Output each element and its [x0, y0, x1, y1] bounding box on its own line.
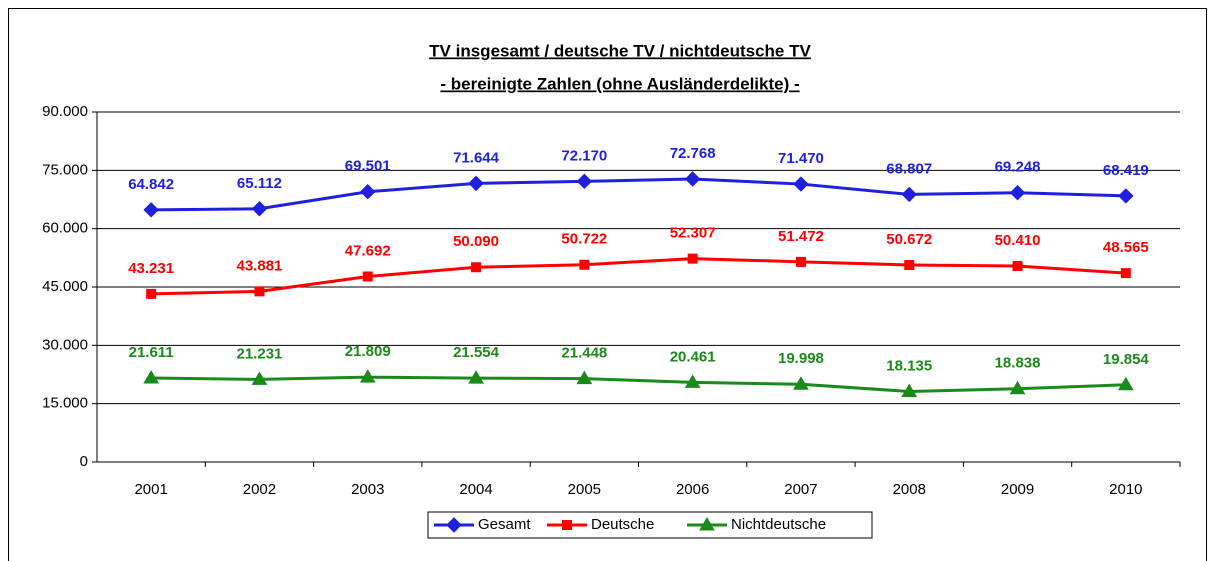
y-tick-label: 30.000 — [42, 336, 88, 353]
marker — [579, 259, 590, 270]
x-tick-label: 2001 — [134, 481, 167, 498]
data-label: 47.692 — [345, 242, 391, 259]
series-line — [151, 177, 1126, 212]
data-label: 68.419 — [1103, 162, 1149, 179]
marker — [793, 376, 809, 390]
data-label: 50.722 — [561, 231, 607, 248]
marker — [795, 256, 806, 267]
marker — [1117, 376, 1134, 391]
y-tick-label: 0 — [80, 453, 88, 470]
marker — [360, 184, 376, 200]
marker — [1012, 260, 1023, 271]
data-label: 21.611 — [129, 344, 174, 361]
marker — [146, 288, 157, 299]
data-label: 50.672 — [886, 231, 932, 248]
marker — [251, 371, 268, 385]
data-label: 21.448 — [561, 345, 607, 362]
x-tick-label: 2008 — [893, 481, 926, 498]
y-tick-label: 15.000 — [42, 395, 88, 412]
marker — [576, 173, 593, 190]
marker — [684, 171, 701, 187]
y-tick-label: 45.000 — [42, 278, 88, 295]
legend-label: Gesamt — [478, 516, 531, 533]
data-label: 69.501 — [345, 158, 391, 175]
marker — [1120, 268, 1131, 279]
data-label: 43.881 — [237, 257, 283, 274]
data-label: 72.170 — [561, 147, 607, 164]
marker — [468, 175, 484, 192]
marker — [1009, 380, 1026, 395]
marker — [251, 201, 268, 217]
data-label: 21.231 — [237, 345, 283, 362]
data-label: 72.768 — [670, 145, 716, 162]
x-tick-label: 2009 — [1001, 481, 1034, 498]
marker — [576, 370, 593, 385]
data-label: 19.998 — [778, 350, 824, 367]
marker — [562, 520, 572, 530]
data-label: 65.112 — [237, 175, 282, 192]
chart-subtitle: - bereinigte Zahlen (ohne Ausländerdelik… — [440, 74, 799, 93]
marker — [362, 271, 373, 282]
data-label: 20.461 — [670, 348, 716, 365]
y-tick-label: 90.000 — [42, 103, 88, 120]
legend: Gesamt Deutsche Nichtdeutsche — [427, 511, 873, 539]
marker — [143, 369, 160, 384]
data-label: 18.135 — [886, 357, 932, 374]
data-label: 69.248 — [995, 159, 1041, 176]
data-label: 50.410 — [995, 232, 1041, 249]
marker — [143, 202, 159, 218]
x-tick-label: 2007 — [784, 481, 817, 498]
data-label: 21.809 — [345, 343, 391, 360]
marker — [1009, 184, 1026, 201]
data-label: 52.307 — [670, 225, 716, 242]
x-tick-label: 2003 — [351, 481, 384, 498]
marker — [904, 259, 915, 270]
x-tick-label: 2006 — [676, 481, 709, 498]
marker — [468, 370, 484, 384]
marker — [699, 517, 715, 531]
data-label: 43.231 — [128, 260, 174, 277]
marker — [901, 186, 917, 203]
chart-border — [8, 8, 1207, 561]
data-label: 51.472 — [778, 228, 824, 245]
marker — [446, 517, 462, 533]
data-label: 50.090 — [453, 233, 499, 250]
data-label: 64.842 — [128, 176, 174, 193]
series-line — [151, 257, 1126, 296]
data-label: 19.854 — [1103, 351, 1150, 368]
y-tick-label: 75.000 — [42, 161, 88, 178]
marker — [687, 253, 698, 264]
chart-title: TV insgesamt / deutsche TV / nichtdeutsc… — [429, 41, 811, 60]
data-label: 21.554 — [453, 344, 500, 361]
marker — [901, 383, 918, 397]
x-tick-label: 2004 — [459, 481, 492, 498]
marker — [793, 176, 809, 192]
x-tick-label: 2005 — [568, 481, 601, 498]
data-label: 71.644 — [453, 149, 500, 166]
marker — [684, 374, 701, 388]
legend-label: Nichtdeutsche — [731, 516, 826, 533]
marker — [254, 286, 265, 297]
x-tick-label: 2010 — [1109, 481, 1142, 498]
data-label: 18.838 — [995, 355, 1041, 372]
legend-box — [427, 511, 873, 539]
x-tick-label: 2002 — [243, 481, 276, 498]
legend-label: Deutsche — [591, 516, 654, 533]
data-label: 68.807 — [886, 160, 932, 177]
marker — [471, 262, 482, 273]
marker — [1118, 188, 1134, 204]
data-label: 48.565 — [1103, 239, 1149, 256]
data-label: 71.470 — [778, 150, 824, 167]
series-line — [151, 375, 1126, 393]
marker — [359, 369, 376, 383]
y-tick-label: 60.000 — [42, 220, 88, 237]
